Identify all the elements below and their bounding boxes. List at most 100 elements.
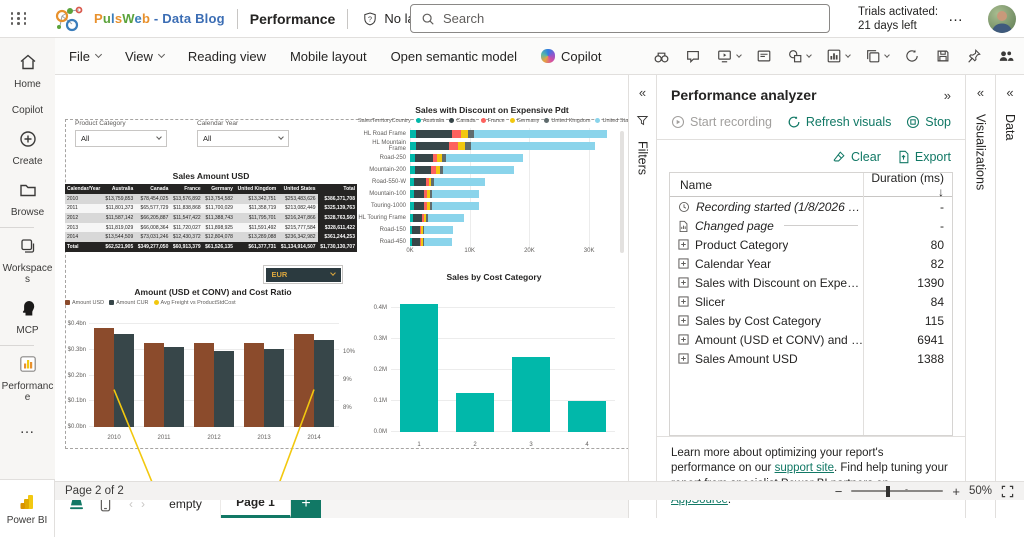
expand-row-icon[interactable] (678, 239, 689, 250)
menu-copilot[interactable]: Copilot (541, 49, 601, 64)
menu-mobile-layout[interactable]: Mobile layout (290, 49, 367, 64)
tool-new-visual-button[interactable] (826, 48, 852, 64)
support-site-link[interactable]: support site (774, 462, 835, 475)
zoom-out-button[interactable]: − (834, 483, 843, 499)
visual-sales-amount-usd-table[interactable]: Sales Amount USD Calendar/Year Australia C… (65, 171, 357, 252)
sidebar-item-create[interactable]: Create (0, 123, 55, 174)
expand-row-icon[interactable] (678, 296, 689, 307)
collapse-panel-icon[interactable]: » (943, 87, 951, 103)
analyzer-row[interactable]: Sales by Cost Category 115 (670, 311, 952, 330)
tool-comment-button[interactable] (685, 48, 701, 64)
menu-open-semantic-model[interactable]: Open semantic model (391, 49, 517, 64)
search-box[interactable] (410, 4, 830, 33)
zoom-slider[interactable] (851, 485, 944, 497)
menu-view[interactable]: View (125, 49, 165, 64)
expand-panel-icon[interactable]: « (638, 85, 647, 100)
visual-amount-cost-ratio-chart[interactable]: Amount (USD et CONV) and Cost Ratio Amoun… (65, 287, 361, 443)
menu-reading-view[interactable]: Reading view (188, 49, 266, 64)
start-recording-button[interactable]: Start recording (671, 115, 772, 129)
clear-button[interactable]: Clear (832, 150, 881, 164)
sidebar-item-copilot[interactable]: Copilot (0, 97, 55, 123)
sidebar-more-icon[interactable]: … (19, 420, 36, 437)
slicer-dropdown[interactable]: All (197, 130, 289, 147)
menu-label: Copilot (561, 48, 602, 64)
bar-segment-united-kingdom (439, 166, 443, 174)
expand-row-icon[interactable] (678, 334, 689, 345)
column-name[interactable]: Name (680, 177, 713, 192)
sidebar-item-power-bi[interactable]: Power BI (0, 479, 55, 537)
visual-sales-with-discount-chart[interactable]: Sales with Discount on Expensive Pdt Sale… (358, 105, 628, 275)
divider (0, 345, 34, 346)
tool-refresh-button[interactable] (904, 48, 920, 64)
app-logo[interactable]: PulsWeb - Data Blog (50, 4, 225, 34)
next-page-arrow[interactable]: › (141, 496, 145, 511)
export-button[interactable]: Export (897, 150, 951, 164)
bar-segment-france (425, 178, 429, 186)
prev-page-arrow[interactable]: ‹ (129, 496, 133, 511)
search-input[interactable] (443, 11, 819, 26)
table-header[interactable]: Name Duration (ms) ↓ (670, 170, 952, 199)
zoom-in-button[interactable]: + (952, 483, 960, 499)
analyzer-row[interactable]: Changed page - (670, 216, 952, 235)
binoculars-icon (653, 48, 670, 65)
table-cell: $1,134,914,507 (278, 241, 318, 252)
expand-panel-icon[interactable]: « (1006, 85, 1014, 100)
tool-copy-button[interactable] (865, 48, 891, 64)
expand-row-icon[interactable] (678, 277, 689, 288)
fit-to-page-icon[interactable] (1001, 485, 1014, 498)
stop-button[interactable]: Stop (906, 115, 951, 129)
menu-file[interactable]: File (69, 49, 102, 64)
tool-shapes-button[interactable] (787, 48, 813, 64)
refresh-visuals-button[interactable]: Refresh visuals (787, 115, 891, 129)
x-axis-tick: 2 (473, 442, 477, 448)
visual-scrollbar[interactable] (620, 131, 624, 253)
chevron-down-icon (736, 51, 743, 58)
tool-textbox-button[interactable] (756, 48, 772, 64)
slicer-currency[interactable]: EUR (263, 265, 343, 284)
visual-sales-by-cost-category-chart[interactable]: Sales by Cost Category 0.0M 0.1M 0.2M 0.3M 0.… (365, 272, 623, 450)
slicer-product-category[interactable]: Product Category All (75, 120, 167, 147)
slicer-calendar-year[interactable]: Calendar Year All (197, 120, 289, 147)
slicer-dropdown[interactable]: All (75, 130, 167, 147)
analyzer-actions: Clear Export (657, 140, 965, 172)
analyzer-row[interactable]: Product Category 80 (670, 235, 952, 254)
data-collapsed-panel[interactable]: « Data (995, 75, 1024, 518)
tool-present-button[interactable] (716, 48, 743, 64)
column-duration[interactable]: Duration (ms) ↓ (871, 170, 944, 199)
expand-row-icon[interactable] (678, 315, 689, 326)
expand-panel-icon[interactable]: « (976, 85, 985, 100)
user-avatar[interactable] (988, 5, 1016, 33)
expand-row-icon[interactable] (678, 353, 689, 364)
sidebar-item-browse[interactable]: Browse (0, 174, 55, 225)
analyzer-row[interactable]: Slicer 84 (670, 292, 952, 311)
x-axis-tick: 2014 (307, 435, 321, 441)
row-duration: 115 (924, 313, 944, 328)
table-row: 2013 $11,819,029 $66,008,364 $11,720,027 $11… (65, 222, 357, 233)
tool-pin-button[interactable] (966, 48, 982, 64)
sidebar-item-workspaces[interactable]: Workspaces (0, 230, 55, 292)
analyzer-row[interactable]: Sales with Discount on Expensive ... 1390 (670, 273, 952, 292)
sidebar-item-home[interactable]: Home (0, 46, 55, 97)
more-options-icon[interactable]: … (948, 8, 964, 25)
analyzer-row[interactable]: Recording started (1/8/2026 2:2... - (670, 197, 952, 216)
filters-collapsed-panel[interactable]: « Filters (628, 75, 656, 518)
sidebar-item-mcp[interactable]: MCP (0, 292, 55, 343)
analyzer-row[interactable]: Amount (USD et CONV) and Cost ... 6941 (670, 330, 952, 349)
logo-molecule-icon (55, 6, 83, 31)
bar-segment-united-states (433, 178, 485, 186)
report-canvas[interactable]: Product Category All Calendar Year All S… (55, 75, 628, 488)
table-cell: $13,754,582 (202, 194, 235, 204)
chevron-down-icon (845, 51, 852, 58)
tool-people-button[interactable] (997, 48, 1014, 64)
table-cell: 2012 (65, 213, 103, 223)
analyzer-row[interactable]: Calendar Year 82 (670, 254, 952, 273)
legend-item: France (480, 118, 505, 124)
expand-row-icon[interactable] (678, 258, 689, 269)
sidebar-item-performance[interactable]: Performance (0, 348, 55, 410)
tool-save-button[interactable] (935, 48, 951, 64)
tool-binoculars-button[interactable] (653, 48, 670, 65)
bar-segment-australia (410, 142, 416, 150)
analyzer-row[interactable]: Sales Amount USD 1388 (670, 349, 952, 368)
visualizations-collapsed-panel[interactable]: « Visualizations (965, 75, 995, 518)
waffle-menu-icon[interactable] (0, 0, 38, 38)
